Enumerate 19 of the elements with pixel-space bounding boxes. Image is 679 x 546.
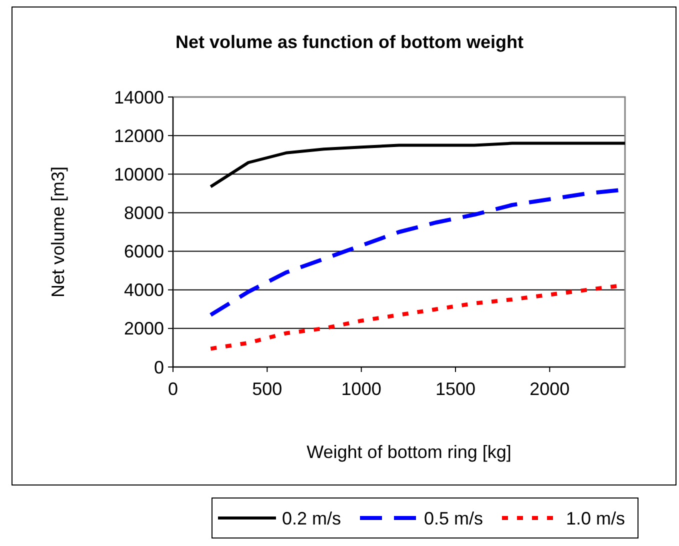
legend-label: 0.2 m/s [282,508,342,528]
chart-title: Net volume as function of bottom weight [176,32,524,52]
y-tick-label: 2000 [124,318,164,339]
x-tick-label: 1500 [435,379,476,399]
x-tick-label: 1000 [341,379,382,399]
y-tick-label: 4000 [124,280,164,300]
x-axis-title: Weight of bottom ring [kg] [306,442,512,462]
x-tick-label: 2000 [530,379,570,399]
y-tick-label: 14000 [114,87,164,108]
y-tick-label: 6000 [124,242,164,262]
y-tick-label: 0 [154,357,164,378]
x-tick-label: 0 [168,379,178,399]
legend-label: 1.0 m/s [566,508,626,528]
y-tick-label: 8000 [124,203,164,224]
x-tick-label: 500 [252,379,282,399]
y-tick-label: 10000 [114,164,164,184]
y-axis-title: Net volume [m3] [48,166,68,298]
legend-label: 0.5 m/s [424,508,484,528]
y-tick-label: 12000 [114,126,164,146]
